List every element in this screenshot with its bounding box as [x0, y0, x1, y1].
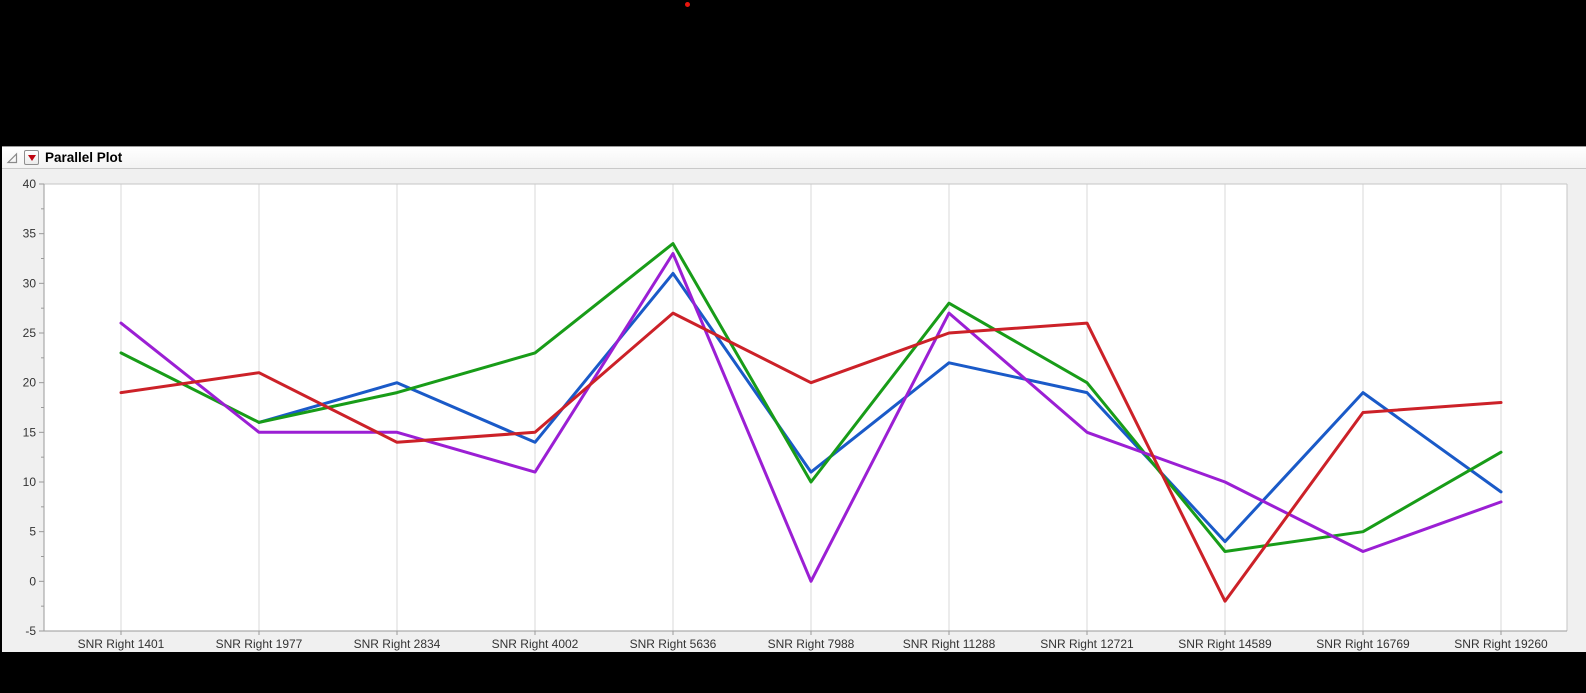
series-line-red[interactable] — [119, 311, 1503, 603]
y-tick-label: 30 — [23, 276, 37, 290]
y-tick-label: 40 — [23, 177, 37, 191]
y-tick-label: 15 — [23, 425, 37, 439]
series-line-purple[interactable] — [119, 252, 1503, 583]
plot-area — [44, 184, 1567, 631]
y-tick-label: -5 — [25, 624, 36, 638]
y-tick-label: 20 — [23, 376, 37, 390]
category-label: SNR Right 2834 — [354, 637, 441, 651]
red-triangle-menu-button[interactable] — [24, 150, 39, 165]
category-label: SNR Right 14589 — [1178, 637, 1272, 651]
parallel-plot-chart: SNR Right 1401 SNR Right 1977 SNR Right 28… — [23, 177, 1568, 651]
recording-dot — [685, 2, 690, 7]
red-triangle-icon — [27, 154, 36, 161]
category-label: SNR Right 16769 — [1316, 637, 1410, 651]
y-tick-label: 35 — [23, 227, 37, 241]
category-label: SNR Right 19260 — [1454, 637, 1548, 651]
category-label: SNR Right 11288 — [903, 637, 996, 651]
y-tick-label: 5 — [29, 525, 36, 539]
panel-title-bar: Parallel Plot — [2, 147, 1586, 169]
y-tick-label: 10 — [23, 475, 37, 489]
category-label: SNR Right 7988 — [768, 637, 855, 651]
y-tick-label: 25 — [23, 326, 37, 340]
series-line-green[interactable] — [119, 242, 1503, 553]
series-line-blue[interactable] — [257, 271, 1503, 544]
category-label: SNR Right 1977 — [216, 637, 303, 651]
category-label: SNR Right 4002 — [492, 637, 579, 651]
category-label: SNR Right 5636 — [630, 637, 717, 651]
category-label: SNR Right 1401 — [78, 637, 165, 651]
y-tick-label: 0 — [29, 574, 36, 588]
parallel-plot-panel: Parallel Plot SNR Right 1401 SNR Right 19… — [2, 146, 1586, 652]
category-label: SNR Right 12721 — [1040, 637, 1134, 651]
panel-title: Parallel Plot — [45, 149, 123, 165]
collapse-triangle-icon[interactable] — [6, 152, 18, 164]
